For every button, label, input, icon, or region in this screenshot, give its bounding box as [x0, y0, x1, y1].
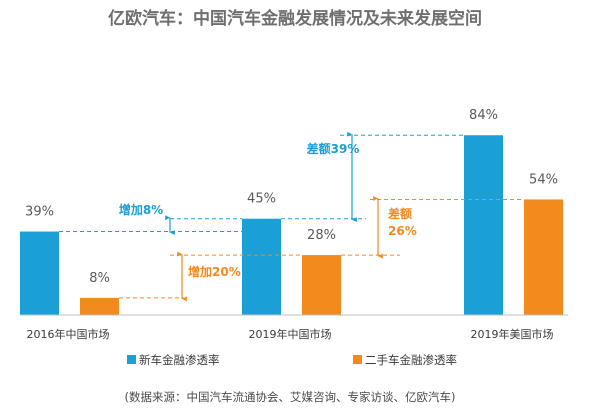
legend-label-used-car: 二手车金融渗透率	[365, 353, 457, 367]
category-label-2: 2019年美国市场	[471, 327, 554, 341]
bar-used-car-1	[302, 255, 341, 315]
legend-swatch-used-car	[353, 355, 362, 364]
annotation-increase-20: 增加20%	[188, 264, 241, 279]
bar-used-car-0	[80, 297, 119, 315]
data-label-new-car-0: 39%	[25, 205, 54, 220]
data-label-used-car-2: 54%	[529, 172, 558, 187]
category-label-0: 2016年中国市场	[27, 327, 110, 341]
legend-swatch-new-car	[127, 355, 136, 364]
data-source-note: (数据来源：中国汽车流通协会、艾媒咨询、专家访谈、亿欧汽车)	[125, 390, 456, 404]
legend-label-new-car: 新车金融渗透率	[139, 353, 220, 367]
data-label-new-car-1: 45%	[247, 192, 276, 207]
annotation-gap-26-line2: 26%	[388, 224, 417, 238]
bar-used-car-2	[524, 199, 563, 315]
data-label-used-car-1: 28%	[307, 228, 336, 243]
data-label-new-car-2: 84%	[469, 108, 498, 123]
bar-new-car-1	[242, 218, 281, 315]
chart-title: 亿欧汽车：中国汽车金融发展情况及未来发展空间	[108, 8, 482, 29]
annotation-gap-39: 差额39%	[306, 141, 360, 156]
bar-new-car-2	[464, 135, 503, 315]
category-label-1: 2019年中国市场	[249, 327, 332, 341]
annotation-increase-8: 增加8%	[119, 202, 163, 217]
bar-new-car-0	[20, 231, 59, 315]
data-label-used-car-0: 8%	[89, 271, 110, 286]
annotation-gap-26-line1: 差额	[387, 206, 412, 221]
